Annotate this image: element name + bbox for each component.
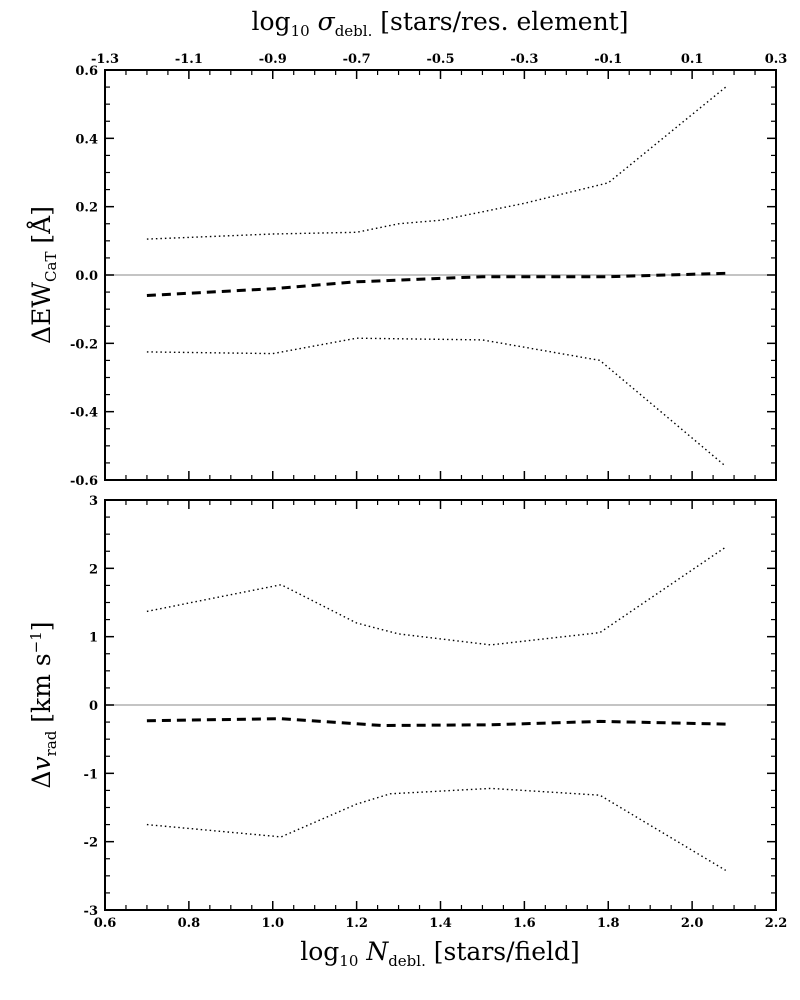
top-panel-ylabel: ΔEWCaT [Å]	[26, 206, 60, 344]
series-line-dashed-0	[146, 717, 726, 728]
top-panel: -0.6 -0.4 -0.2 0.0 0.2 0.4 0.6-1.3 -1.1 -0.9 -0.7…	[70, 52, 787, 489]
series-line-dotted-2	[146, 337, 727, 467]
y-tick-label: -2	[84, 836, 98, 851]
top-x-tick-label: -0.9	[259, 52, 287, 67]
y-tick-label: 0.4	[75, 132, 98, 147]
y-tick-label: 0.0	[75, 269, 98, 284]
series-line-dashed-0	[146, 271, 726, 297]
bottom-panel-ylabel: Δvrad [km s−1]	[27, 621, 60, 788]
y-tick-label: 0.2	[75, 201, 98, 216]
top-x-tick-label: -0.1	[594, 52, 622, 67]
y-tick-label: -1	[84, 767, 98, 782]
y-tick-label: -3	[84, 904, 98, 919]
y-tick-label: -0.6	[70, 474, 98, 489]
y-tick-label: 3	[89, 494, 98, 509]
x-tick-label: 1.8	[597, 916, 620, 931]
x-tick-label: 2.0	[681, 916, 704, 931]
top-x-tick-label: -0.7	[343, 52, 371, 67]
top-x-tick-label: 0.1	[681, 52, 704, 67]
bottom-panel: -3 -2 -1 0 1 2 3 0.6 0.8 1.0 1.2 1.4 1.6 1.8 2.0 2.2	[84, 494, 788, 931]
y-tick-label: 0	[89, 699, 98, 714]
top-x-tick-label: 0.3	[765, 52, 788, 67]
x-tick-label: 2.2	[765, 916, 788, 931]
top-x-tick-label: -1.1	[175, 52, 203, 67]
x-tick-label: 1.0	[261, 916, 284, 931]
y-tick-label: -0.2	[70, 337, 98, 352]
y-tick-label: 1	[89, 631, 98, 646]
x-tick-label: 1.2	[345, 916, 368, 931]
top-x-tick-label: -0.5	[426, 52, 454, 67]
y-tick-label: 2	[89, 562, 98, 577]
top-x-tick-label: -1.3	[91, 52, 119, 67]
y-tick-label: 0.6	[75, 64, 98, 79]
top-x-tick-label: -0.3	[510, 52, 538, 67]
x-tick-label: 0.6	[94, 916, 117, 931]
bottom-xlabel: log10 Ndebl. [stars/field]	[300, 937, 580, 970]
series-line-dotted-1	[146, 546, 727, 646]
series-line-dotted-2	[146, 787, 727, 872]
y-tick-label: -0.4	[70, 406, 98, 421]
x-tick-label: 1.6	[513, 916, 536, 931]
top-xlabel: log10 σdebl. [stars/res. element]	[252, 7, 629, 40]
x-tick-label: 1.4	[429, 916, 452, 931]
x-tick-label: 0.8	[178, 916, 201, 931]
series-line-dotted-1	[146, 86, 727, 240]
